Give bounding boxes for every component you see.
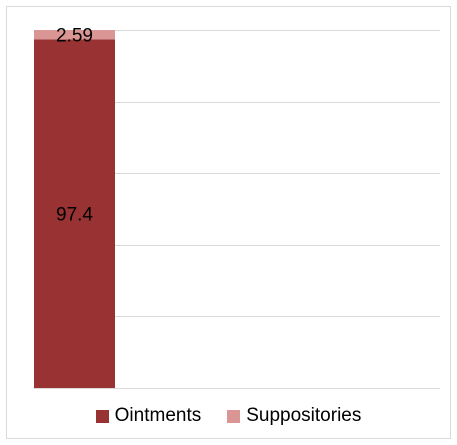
legend-swatch-ointments xyxy=(95,409,109,423)
legend: Ointments Suppositories xyxy=(0,398,457,434)
bar-segment-suppositories xyxy=(34,30,115,40)
legend-item-suppositories: Suppositories xyxy=(227,405,361,427)
bars xyxy=(34,30,115,389)
legend-label-suppositories: Suppositories xyxy=(246,405,362,426)
data-labels: 97.4 2.59 xyxy=(56,26,93,226)
data-label-ointments: 97.4 xyxy=(56,205,93,226)
data-label-suppositories: 2.59 xyxy=(56,26,93,47)
legend-label-ointments: Ointments xyxy=(114,405,202,426)
legend-swatch-suppositories xyxy=(227,409,241,423)
bar-segment-ointments xyxy=(34,39,115,389)
legend-item-ointments: Ointments xyxy=(95,405,202,427)
